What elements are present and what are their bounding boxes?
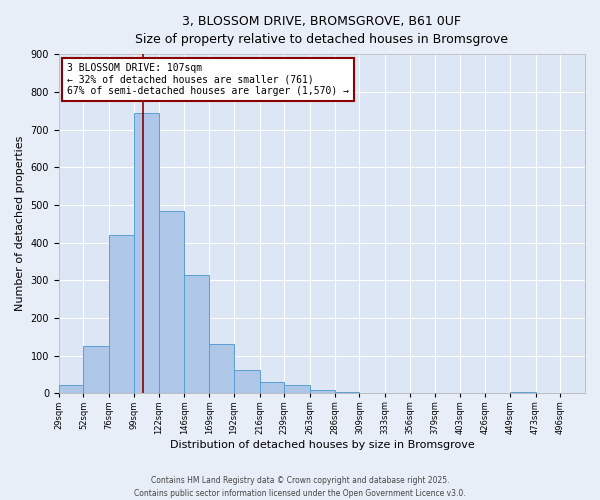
- Bar: [335, 392, 359, 394]
- Bar: [310, 390, 335, 394]
- Bar: [83, 346, 109, 394]
- Bar: [209, 344, 234, 394]
- X-axis label: Distribution of detached houses by size in Bromsgrove: Distribution of detached houses by size …: [170, 440, 474, 450]
- Bar: [184, 274, 209, 394]
- Bar: [510, 392, 536, 394]
- Bar: [234, 370, 260, 394]
- Bar: [134, 114, 158, 394]
- Title: 3, BLOSSOM DRIVE, BROMSGROVE, B61 0UF
Size of property relative to detached hous: 3, BLOSSOM DRIVE, BROMSGROVE, B61 0UF Si…: [136, 15, 508, 46]
- Bar: [109, 235, 134, 394]
- Bar: [260, 382, 284, 394]
- Bar: [59, 385, 83, 394]
- Bar: [158, 210, 184, 394]
- Text: Contains HM Land Registry data © Crown copyright and database right 2025.
Contai: Contains HM Land Registry data © Crown c…: [134, 476, 466, 498]
- Text: 3 BLOSSOM DRIVE: 107sqm
← 32% of detached houses are smaller (761)
67% of semi-d: 3 BLOSSOM DRIVE: 107sqm ← 32% of detache…: [67, 62, 349, 96]
- Bar: [284, 385, 310, 394]
- Y-axis label: Number of detached properties: Number of detached properties: [15, 136, 25, 312]
